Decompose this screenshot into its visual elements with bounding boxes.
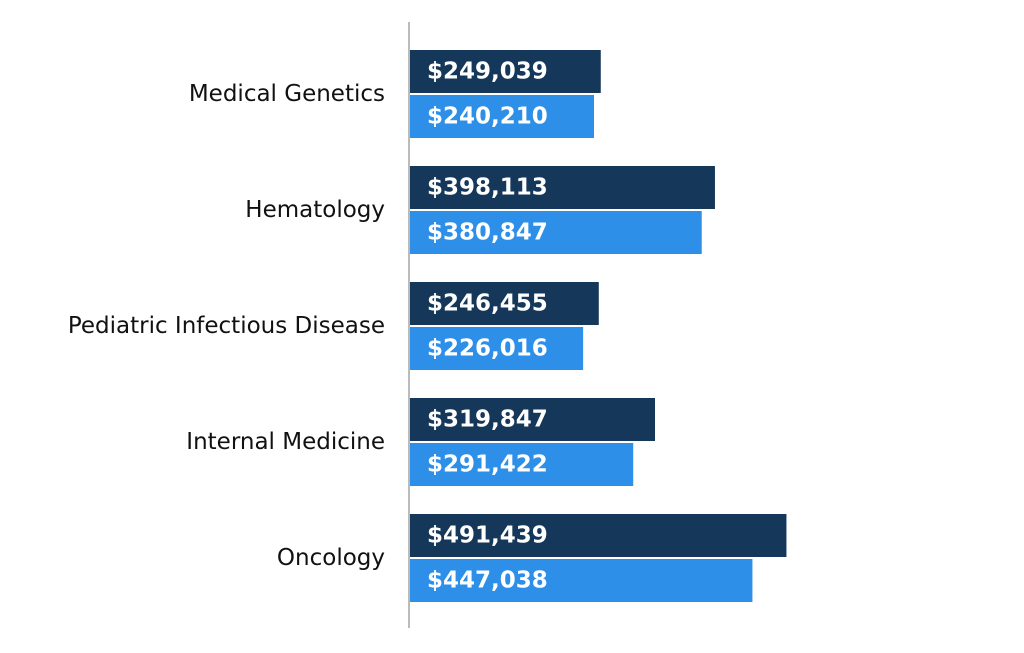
bar-value-label: $398,113	[427, 175, 548, 201]
bar-series2-1	[410, 211, 702, 254]
bar-value-label: $319,847	[427, 407, 548, 433]
bar-series1-4	[410, 514, 787, 557]
category-label: Hematology	[245, 197, 385, 223]
bar-value-label: $246,455	[427, 291, 548, 317]
bar-value-label: $380,847	[427, 220, 548, 246]
category-label: Pediatric Infectious Disease	[68, 313, 385, 339]
category-label: Medical Genetics	[189, 81, 385, 107]
bar-series1-3	[410, 398, 656, 441]
bar-value-label: $240,210	[427, 104, 548, 130]
bar-value-label: $491,439	[427, 523, 548, 549]
bar-series2-4	[410, 559, 753, 602]
bar-series1-2	[410, 282, 599, 325]
bar-value-label: $249,039	[427, 59, 548, 85]
category-labels: Medical Genetics Hematology Pediatric Infe…	[68, 81, 385, 571]
category-label: Oncology	[277, 545, 385, 571]
bar-series1-1	[410, 166, 715, 209]
bar-value-label: $226,016	[427, 336, 548, 362]
category-label: Internal Medicine	[186, 429, 385, 455]
bar-value-label: $447,038	[427, 568, 548, 594]
bar-series2-0	[410, 95, 595, 138]
bar-series1-0	[410, 50, 601, 93]
bars-group: $249,039 $240,210 $398,113 $380,847 $246,455…	[410, 50, 787, 602]
bar-series2-3	[410, 443, 634, 486]
bar-value-label: $291,422	[427, 452, 548, 478]
bar-series2-2	[410, 327, 584, 370]
